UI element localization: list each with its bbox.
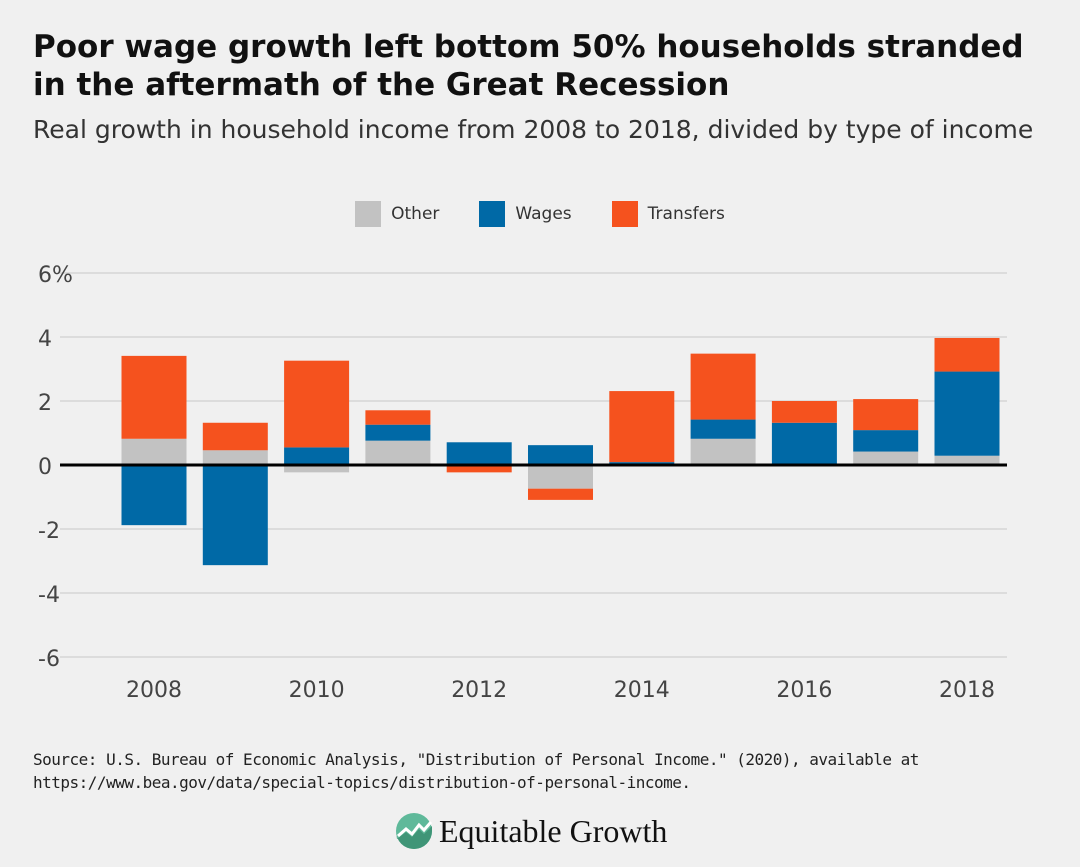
x-tick-label: 2010	[289, 678, 345, 703]
source-note: Source: U.S. Bureau of Economic Analysis…	[33, 748, 919, 794]
bar-segment-wages-2017	[853, 430, 919, 452]
x-tick-label: 2012	[451, 678, 507, 703]
bar-segment-other-2015	[690, 438, 756, 465]
bar-segment-wages-2010	[284, 447, 350, 465]
bar-segment-transfers-2013	[528, 488, 593, 500]
y-tick-label: -6	[38, 647, 60, 672]
x-tick-label: 2014	[614, 678, 670, 703]
bar-segment-wages-2015	[690, 419, 756, 439]
y-tick-label: 2	[38, 391, 52, 416]
stacked-bar-chart: 6% 4 2 0 -2 -4 -6 2008 2010 2012 2014 2016 2018	[38, 263, 1007, 703]
chart-subtitle: Real growth in household income from 200…	[33, 115, 1034, 144]
bar-segment-transfers-2018	[934, 337, 1000, 372]
bar-segment-transfers-2017	[853, 399, 919, 431]
bar-segment-wages-2013	[528, 445, 593, 465]
legend-item-transfers: Transfers	[611, 201, 725, 227]
bar-segment-transfers-2010	[284, 360, 350, 448]
legend-label-wages: Wages	[515, 204, 572, 224]
x-tick-label: 2018	[939, 678, 995, 703]
bar-segment-transfers-2009	[202, 422, 268, 451]
bar-segment-transfers-2015	[690, 353, 756, 420]
bar-segment-other-2010	[284, 465, 350, 473]
x-tick-label: 2008	[126, 678, 182, 703]
y-tick-label: 0	[38, 455, 52, 480]
legend-label-other: Other	[391, 204, 440, 224]
legend-item-wages: Wages	[479, 201, 572, 227]
source-line-1: Source: U.S. Bureau of Economic Analysis…	[33, 750, 919, 769]
bar-segment-other-2011	[365, 440, 431, 465]
bar-segment-wages-2009	[202, 465, 268, 566]
bar-segment-transfers-2011	[365, 410, 431, 425]
bar-segment-wages-2008	[121, 465, 187, 526]
bar-segment-transfers-2016	[771, 401, 837, 423]
logo-text: Equitable Growth	[439, 812, 668, 849]
y-tick-label: -4	[38, 583, 60, 608]
bar-segment-other-2008	[121, 438, 187, 465]
bar-segment-wages-2011	[365, 424, 431, 441]
legend-swatch-transfers	[611, 201, 638, 227]
bar-segment-transfers-2008	[121, 355, 187, 439]
x-tick-label: 2016	[776, 678, 832, 703]
bar-segment-wages-2018	[934, 371, 1000, 456]
legend-item-other: Other	[355, 201, 439, 227]
growth-logo-icon	[396, 813, 433, 849]
chart-title: Poor wage growth left bottom 50% househo…	[33, 29, 1024, 103]
bar-segment-other-2018	[934, 455, 1000, 465]
legend: Other Wages Transfers	[0, 201, 1080, 227]
bar-segment-wages-2016	[771, 422, 837, 465]
bar-segment-transfers-2012	[446, 465, 512, 473]
legend-label-transfers: Transfers	[647, 204, 725, 224]
bar-segment-other-2013	[528, 465, 593, 489]
legend-swatch-other	[355, 201, 382, 227]
bar-segment-other-2017	[853, 451, 919, 465]
bar-segment-wages-2012	[446, 442, 512, 465]
legend-swatch-wages	[479, 201, 506, 227]
equitable-growth-logo: Equitable Growth	[395, 812, 667, 850]
y-tick-label: 6%	[38, 263, 73, 288]
y-tick-label: 4	[38, 327, 52, 352]
bar-segment-other-2009	[202, 450, 268, 465]
source-line-2: https://www.bea.gov/data/special-topics/…	[33, 773, 691, 792]
y-tick-label: -2	[38, 519, 60, 544]
bar-segment-transfers-2014	[609, 391, 675, 463]
